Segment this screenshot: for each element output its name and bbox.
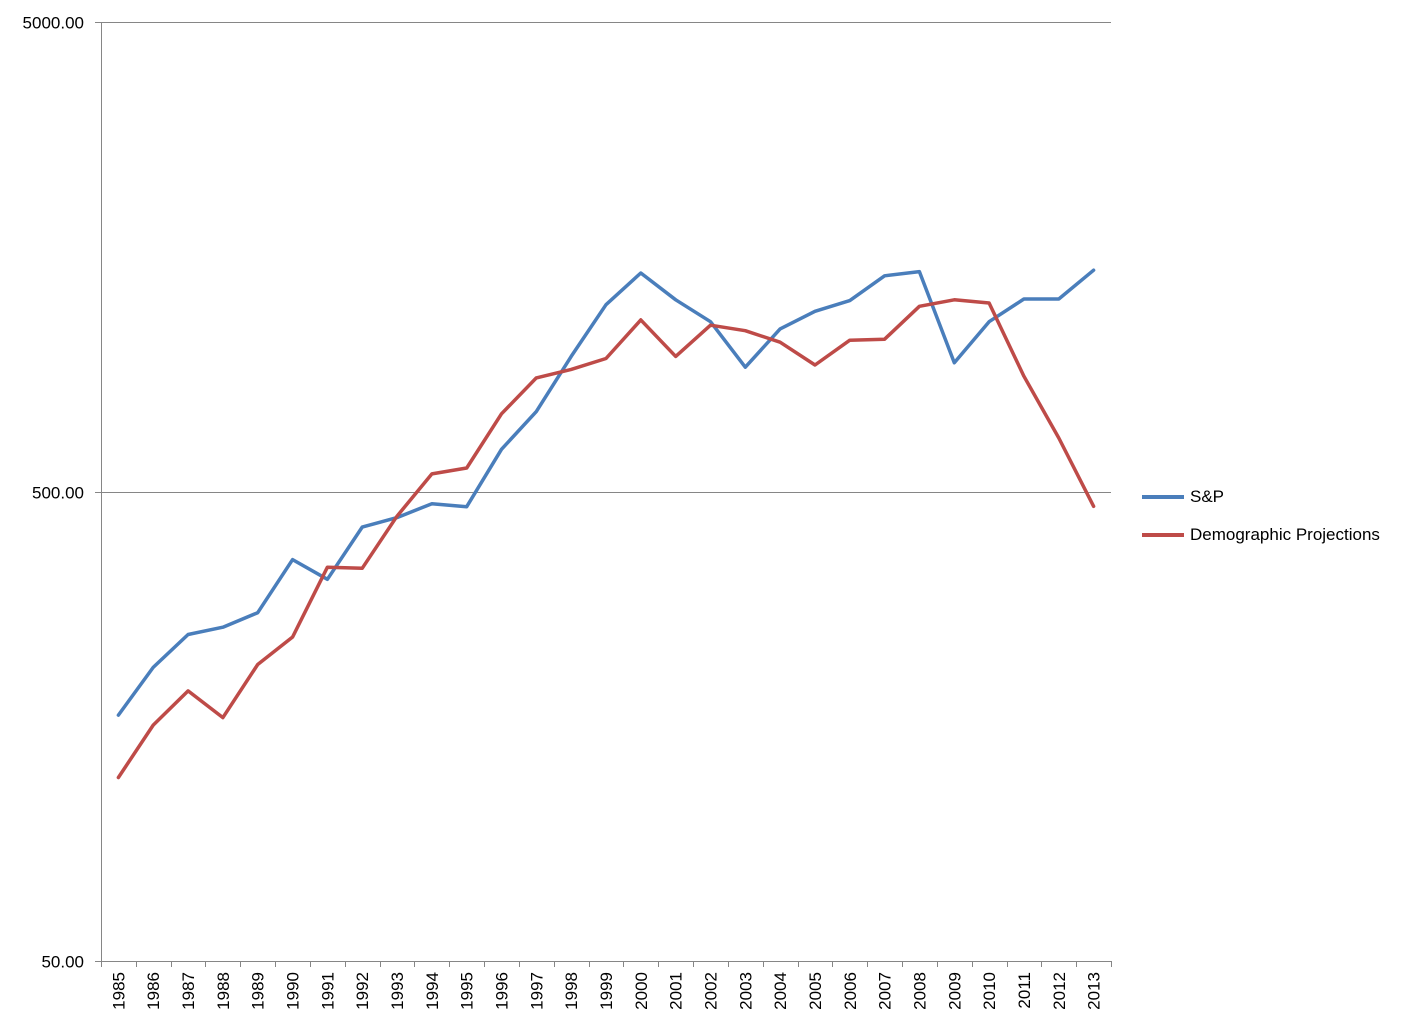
x-tick-label: 1992 bbox=[353, 972, 372, 1010]
x-tick-label: 2010 bbox=[980, 972, 999, 1010]
x-tick-label: 2007 bbox=[876, 972, 895, 1010]
x-tick-label: 2012 bbox=[1050, 972, 1069, 1010]
grid-layer bbox=[101, 22, 1111, 493]
x-tick-label: 1993 bbox=[388, 972, 407, 1010]
legend-label-sp: S&P bbox=[1190, 487, 1225, 506]
axis-layer: 5000.00 500.00 50.00 1985 1986 1987 1988 1989 19… bbox=[23, 14, 1112, 1010]
legend-swatch-sp bbox=[1142, 495, 1184, 499]
x-tick-label: 2000 bbox=[632, 972, 651, 1010]
y-tick-label: 500.00 bbox=[32, 484, 84, 503]
x-tick-label: 2013 bbox=[1085, 972, 1104, 1010]
x-tick-label: 1985 bbox=[109, 972, 128, 1010]
x-tick-label: 1990 bbox=[284, 972, 303, 1010]
x-tick-label: 2004 bbox=[771, 972, 790, 1010]
x-tick-label: 2011 bbox=[1015, 972, 1034, 1009]
legend-swatch-demographic-projections bbox=[1142, 533, 1184, 537]
series-layer bbox=[116, 268, 1096, 780]
x-tick-label: 1999 bbox=[597, 972, 616, 1010]
x-tick-label: 2009 bbox=[945, 972, 964, 1010]
legend: S&P Demographic Projections bbox=[1142, 484, 1380, 560]
x-tick-label: 1987 bbox=[179, 972, 198, 1010]
x-tick-label: 1994 bbox=[423, 972, 442, 1010]
x-tick-label: 1996 bbox=[493, 972, 512, 1010]
y-tick-label: 50.00 bbox=[41, 953, 84, 972]
x-tick-label: 2008 bbox=[910, 972, 929, 1010]
legend-item-demographic-projections: Demographic Projections bbox=[1142, 522, 1380, 548]
x-tick-label: 1989 bbox=[249, 972, 268, 1010]
x-tick-label: 1998 bbox=[562, 972, 581, 1010]
x-tick-label: 2003 bbox=[736, 972, 755, 1010]
x-tick-label: 2001 bbox=[667, 972, 686, 1010]
x-tick-label: 1995 bbox=[458, 972, 477, 1010]
x-tick-label: 2006 bbox=[841, 972, 860, 1010]
legend-label-demographic-projections: Demographic Projections bbox=[1190, 525, 1380, 544]
x-tick-label: 1986 bbox=[144, 972, 163, 1010]
x-tick-label: 1997 bbox=[527, 972, 546, 1010]
series-line-s-p bbox=[116, 268, 1096, 717]
y-tick-label: 5000.00 bbox=[23, 14, 84, 33]
series-line-demographic-projections bbox=[116, 298, 1096, 780]
legend-item-sp: S&P bbox=[1142, 484, 1380, 510]
x-tick-label: 1991 bbox=[318, 972, 337, 1010]
x-tick-label: 2002 bbox=[701, 972, 720, 1010]
x-tick-label: 2005 bbox=[806, 972, 825, 1010]
x-tick-label: 1988 bbox=[214, 972, 233, 1010]
